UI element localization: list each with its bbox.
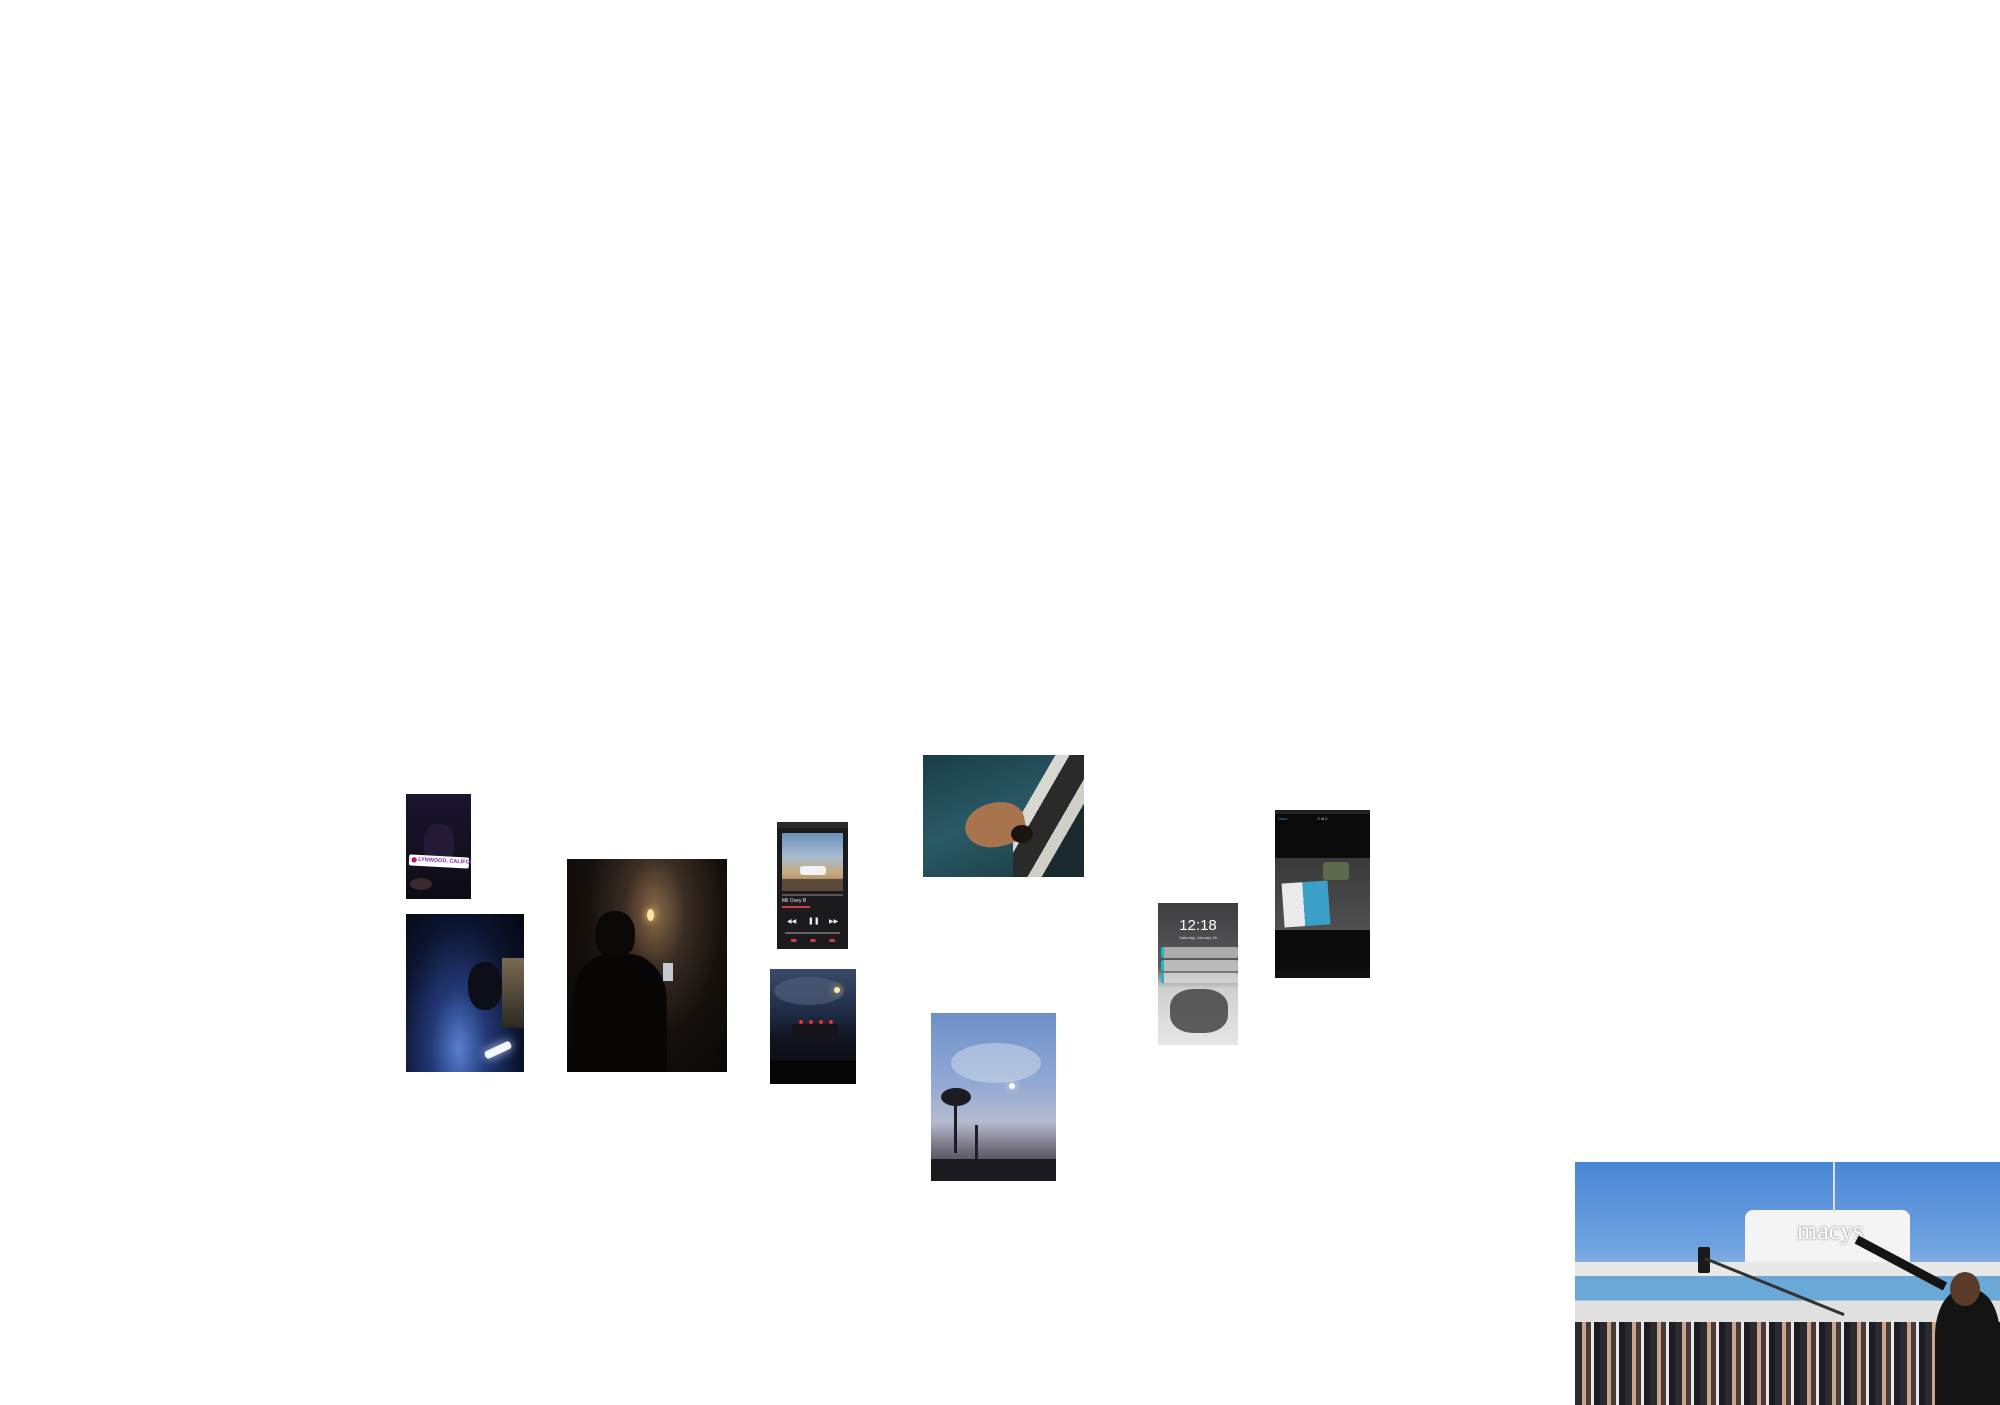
location-sticker: ● LYNWOOD, CALIFORNIA xyxy=(408,854,471,869)
head-silhouette xyxy=(595,911,635,959)
pause-icon[interactable]: ❚❚ xyxy=(808,917,820,925)
lockscreen-time: 12:18 xyxy=(1179,917,1217,934)
photo-music-player[interactable]: Mil Oxey B ◀◀ ❚❚ ▶▶ xyxy=(777,822,848,949)
viewer-counter: 2 of 2 xyxy=(1317,816,1328,821)
photo-location-sticker[interactable]: ● LYNWOOD, CALIFORNIA xyxy=(406,794,471,899)
macys-sign: macys xyxy=(1797,1216,1864,1245)
photo-pool[interactable] xyxy=(923,755,1084,877)
window-light xyxy=(663,963,673,981)
track-title: Mil Oxey B xyxy=(782,898,807,904)
macys-building-top xyxy=(1745,1210,1910,1270)
photo-dusk-sky[interactable] xyxy=(931,1013,1056,1181)
traffic-light xyxy=(1698,1247,1710,1273)
viewer-toolbar[interactable] xyxy=(1275,970,1370,978)
palm-trunk xyxy=(954,1103,957,1153)
clouds xyxy=(951,1043,1041,1083)
notification-1[interactable] xyxy=(1161,947,1238,958)
street-ground xyxy=(931,1159,1056,1181)
hand-shadow xyxy=(410,878,432,890)
volume-bar[interactable] xyxy=(785,932,840,934)
figure-head xyxy=(1011,825,1033,843)
wall-light xyxy=(502,958,524,1028)
photo-viewer-screenshot[interactable]: Done 2 of 2 xyxy=(1275,810,1370,978)
dashboard xyxy=(770,1061,856,1084)
rewind-icon[interactable]: ◀◀ xyxy=(787,918,797,925)
fast-forward-icon[interactable]: ▶▶ xyxy=(829,918,839,925)
pool-deck xyxy=(1013,755,1084,877)
speaker-figure xyxy=(1935,1290,2000,1405)
flag-pole xyxy=(1833,1162,1835,1212)
signal-pole xyxy=(975,1125,978,1165)
photo-lockscreen[interactable]: 12:18 Saturday, January 26 xyxy=(1158,903,1238,1045)
viewer-back-label[interactable]: Done xyxy=(1278,816,1288,821)
track-artist-line xyxy=(782,906,810,908)
lockscreen-date: Saturday, January 26 xyxy=(1179,935,1217,940)
location-sticker-text: LYNWOOD, CALIFORNIA xyxy=(418,856,471,867)
notification-2[interactable] xyxy=(1161,960,1238,971)
bottom-controls xyxy=(791,939,835,942)
bright-glow xyxy=(483,1040,513,1060)
body-silhouette xyxy=(572,954,667,1072)
clouds xyxy=(774,977,844,1005)
notification-3[interactable] xyxy=(1161,973,1238,983)
wallpaper-figure xyxy=(1170,989,1228,1033)
location-pin-icon: ● xyxy=(410,855,418,864)
status-bar xyxy=(777,822,848,828)
speaker-head xyxy=(1950,1272,1980,1306)
street-light xyxy=(834,987,840,993)
progress-bar[interactable] xyxy=(782,894,843,896)
photo-dark-blue-light[interactable] xyxy=(406,914,524,1072)
photo-night-traffic[interactable] xyxy=(770,969,856,1084)
palm-tree xyxy=(941,1088,971,1106)
photo-macys-rally[interactable]: macys xyxy=(1575,1162,2000,1405)
moon xyxy=(1009,1083,1015,1089)
candle-flame xyxy=(647,909,654,921)
status-bar xyxy=(1275,810,1370,814)
viewer-image xyxy=(1275,858,1370,930)
photo-candle-room[interactable] xyxy=(567,859,727,1072)
silhouette xyxy=(468,962,502,1010)
crowd xyxy=(1575,1322,2000,1405)
album-art xyxy=(782,833,843,891)
tail-lights xyxy=(796,1019,836,1025)
car-body xyxy=(792,1024,838,1038)
